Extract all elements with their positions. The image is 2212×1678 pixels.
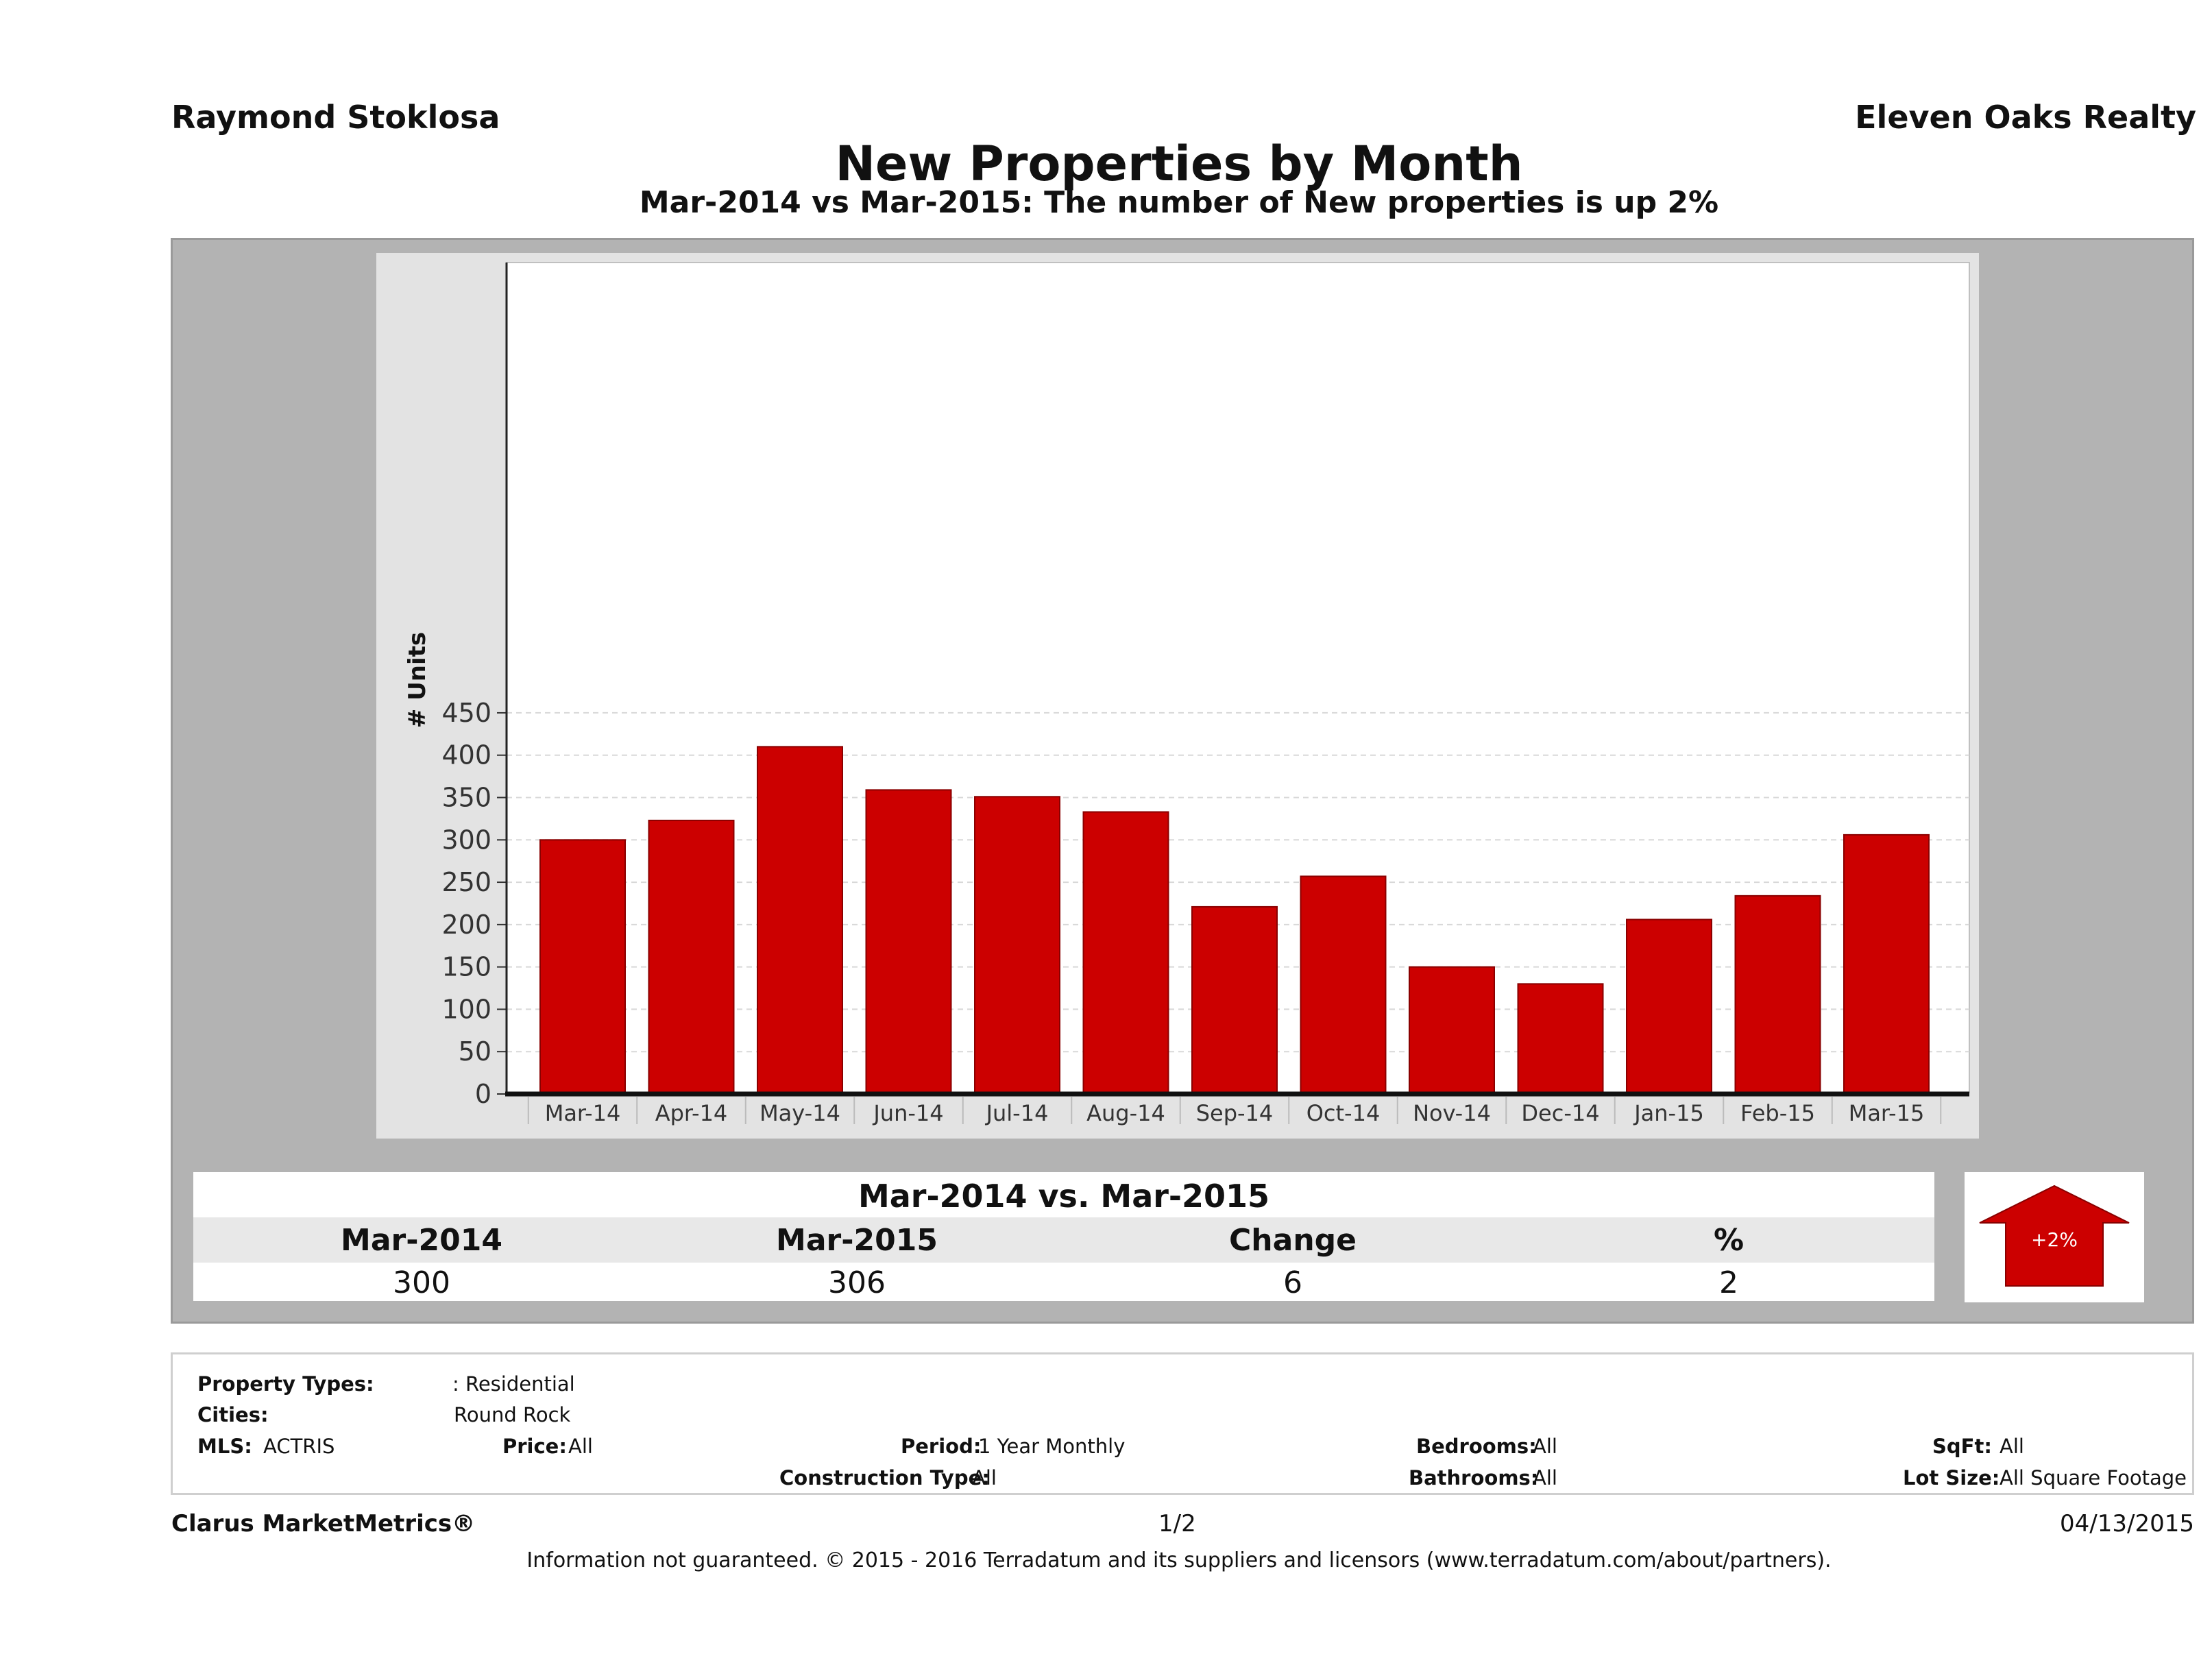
cities-label: Cities: (197, 1403, 269, 1426)
summary-value-percent: 2 (1719, 1265, 1738, 1300)
summary-title: Mar-2014 vs. Mar-2015 (858, 1178, 1270, 1215)
bar-mar-15 (1843, 834, 1930, 1095)
y-tick-label: 400 (441, 740, 491, 770)
bar-dec-14 (1517, 983, 1604, 1095)
x-tick-label: May-14 (759, 1100, 840, 1126)
summary-title-row: Mar-2014 vs. Mar-2015 (193, 1172, 1934, 1217)
bathrooms-value: All (1533, 1466, 1557, 1489)
price-value: All (568, 1435, 593, 1458)
y-tick-label: 50 (459, 1036, 491, 1067)
property-types-value: : Residential (452, 1372, 575, 1396)
x-tick-label: Jun-14 (872, 1100, 943, 1126)
x-tick-label: Jul-14 (985, 1100, 1049, 1126)
footer-brand: Clarus MarketMetrics® (171, 1510, 476, 1537)
mls-label: MLS: (197, 1435, 252, 1458)
criteria-box: Property Types: : Residential Cities: Ro… (171, 1352, 2194, 1495)
y-tick-label: 100 (441, 994, 491, 1024)
x-tick-label: Mar-15 (1849, 1100, 1925, 1126)
bedrooms-value: All (1533, 1435, 1557, 1458)
bar-may-14 (757, 746, 843, 1095)
bar-sep-14 (1191, 905, 1278, 1095)
cities-value: Round Rock (454, 1403, 571, 1426)
price-label: Price: (502, 1435, 567, 1458)
x-axis-ticks: Mar-14 Apr-14 May-14 Jun-14 Jul-14 Aug-14 Sep-… (527, 1097, 1942, 1126)
y-tick-label: 300 (441, 825, 491, 855)
y-axis-label: # Units (404, 632, 431, 728)
x-tick-label: Dec-14 (1521, 1100, 1599, 1126)
summary-header-mar-2015: Mar-2015 (776, 1223, 938, 1258)
bar-jul-14 (974, 796, 1060, 1095)
agent-name: Raymond Stoklosa (171, 99, 500, 136)
summary-header-mar-2014: Mar-2014 (341, 1223, 502, 1258)
y-tick-label: 250 (441, 867, 491, 897)
y-tick-label: 350 (441, 783, 491, 813)
bar-oct-14 (1300, 875, 1387, 1095)
x-tick-label: Oct-14 (1306, 1100, 1381, 1126)
change-badge-label: +2% (2031, 1228, 2078, 1251)
construction-type-label: Construction Type: (779, 1466, 990, 1489)
up-arrow-icon: +2% (1979, 1184, 2130, 1287)
summary-header-percent: % (1713, 1223, 1745, 1258)
x-tick-label: Nov-14 (1413, 1100, 1491, 1126)
mls-value: ACTRIS (263, 1435, 335, 1458)
y-tick-label: 0 (475, 1079, 491, 1109)
bar-mar-14 (539, 839, 626, 1095)
x-tick-label: Mar-14 (545, 1100, 621, 1126)
y-tick-label: 200 (441, 910, 491, 940)
summary-header-change: Change (1229, 1223, 1357, 1258)
bedrooms-label: Bedrooms: (1416, 1435, 1537, 1458)
lot-size-label: Lot Size: (1903, 1466, 2000, 1489)
page-subtitle: Mar-2014 vs Mar-2015: The number of New … (639, 185, 1719, 220)
summary-panel: Mar-2014 vs. Mar-2015 Mar-2014 Mar-2015 … (184, 1163, 2144, 1310)
bar-aug-14 (1082, 811, 1169, 1095)
y-tick-label: 150 (441, 952, 491, 982)
page-title: New Properties by Month (835, 136, 1523, 192)
summary-header-row: Mar-2014 Mar-2015 Change % (193, 1217, 1934, 1263)
property-types-label: Property Types: (197, 1372, 374, 1396)
bar-jan-15 (1626, 919, 1712, 1095)
sqft-label: SqFt: (1932, 1435, 1992, 1458)
x-tick-label: Aug-14 (1086, 1100, 1165, 1126)
bar-nov-14 (1409, 966, 1495, 1095)
bathrooms-label: Bathrooms: (1409, 1466, 1539, 1489)
bar-chart: 0 50 100 150 200 250 300 350 400 450 Mar-14 Apr-14… (404, 262, 1970, 1126)
period-label: Period: (901, 1435, 982, 1458)
change-badge: +2% (1965, 1172, 2144, 1302)
x-tick-label: Feb-15 (1740, 1100, 1815, 1126)
y-tick-label: 450 (441, 698, 491, 728)
summary-value-change: 6 (1283, 1265, 1302, 1300)
summary-value-mar-2015: 306 (828, 1265, 886, 1300)
x-tick-label: Sep-14 (1196, 1100, 1274, 1126)
bar-feb-15 (1734, 895, 1821, 1095)
summary-value-mar-2014: 300 (393, 1265, 450, 1300)
summary-value-row: 300 306 6 2 (193, 1263, 1934, 1301)
brokerage-name: Eleven Oaks Realty (1855, 99, 2196, 136)
bar-jun-14 (865, 789, 952, 1095)
lot-size-value: All Square Footage (2000, 1466, 2187, 1489)
footer-disclaimer: Information not guaranteed. © 2015 - 201… (526, 1548, 1832, 1572)
construction-type-value: All (972, 1466, 997, 1489)
bar-apr-14 (648, 819, 735, 1095)
footer-page-number: 1/2 (1158, 1510, 1196, 1537)
bars (539, 746, 1930, 1095)
sqft-value: All (2000, 1435, 2024, 1458)
y-axis-ticks: 0 50 100 150 200 250 300 350 400 450 (441, 698, 507, 1109)
x-tick-label: Apr-14 (655, 1100, 728, 1126)
x-tick-label: Jan-15 (1633, 1100, 1704, 1126)
footer-date: 04/13/2015 (2060, 1510, 2194, 1537)
period-value: 1 Year Monthly (978, 1435, 1126, 1458)
